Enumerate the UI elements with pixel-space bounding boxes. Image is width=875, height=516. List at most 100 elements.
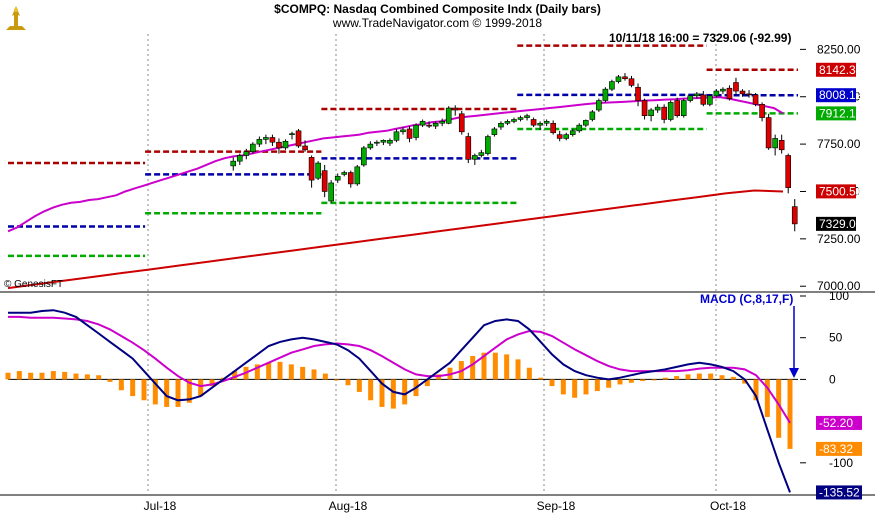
- candle-body: [556, 134, 563, 139]
- macd-histogram-bar: [198, 379, 204, 397]
- macd-histogram-bar: [141, 379, 147, 401]
- candle-body: [772, 138, 778, 149]
- macd-value-box: [816, 441, 862, 456]
- candle-body: [413, 124, 419, 138]
- candle-body: [263, 137, 269, 140]
- macd-histogram-bar: [776, 379, 782, 438]
- macd-histogram-bar: [583, 379, 589, 395]
- candle-body: [589, 111, 596, 120]
- candle-body: [785, 155, 792, 188]
- price-label: 7500.51: [819, 184, 863, 198]
- y-tick-label: 7750.00: [817, 137, 861, 151]
- macd-histogram-bar: [538, 377, 544, 380]
- copyright: www.TradeNavigator.com © 1999-2018: [332, 16, 543, 30]
- candle-body: [315, 162, 321, 179]
- candle-body: [498, 122, 504, 128]
- x-tick-label: Jul-18: [144, 499, 177, 513]
- macd-histogram-bar: [62, 371, 68, 380]
- candle-body: [419, 121, 426, 126]
- candle-body: [276, 141, 282, 149]
- candle-body: [406, 128, 413, 139]
- candle-body: [739, 90, 746, 95]
- moving-average-line: [7, 189, 784, 290]
- macd-histogram-bar: [764, 379, 770, 417]
- candle-body: [661, 106, 667, 120]
- price-readout: 10/11/18 16:00 = 7329.06 (-92.99): [609, 31, 792, 45]
- candle-body: [374, 141, 380, 144]
- candle-body: [569, 130, 576, 135]
- macd-histogram-bar: [640, 379, 646, 382]
- macd-histogram-bar: [28, 372, 34, 380]
- x-tick-label: Oct-18: [710, 499, 746, 513]
- candle-body: [478, 152, 485, 156]
- macd-histogram-bar: [186, 379, 192, 403]
- macd-histogram-bar: [492, 352, 498, 380]
- chart-title: $COMPQ: Nasdaq Combined Composite Indx (…: [274, 2, 601, 16]
- macd-histogram-bar: [5, 372, 11, 380]
- candle-body: [530, 119, 537, 126]
- candle-body: [432, 122, 439, 127]
- candle-body: [295, 130, 302, 147]
- candle-body: [465, 136, 472, 160]
- macd-y-tick-label: 0: [829, 372, 836, 386]
- macd-histogram-bar: [662, 377, 668, 380]
- candle-body: [563, 134, 570, 139]
- macd-value-box: [816, 485, 862, 500]
- macd-histogram-bar: [73, 373, 79, 380]
- candle-body: [400, 129, 406, 133]
- macd-signal-line: [8, 315, 791, 424]
- moving-average-line: [7, 96, 784, 233]
- candle-body: [680, 100, 687, 116]
- candle-body: [687, 95, 694, 101]
- macd-histogram-bar: [322, 373, 328, 380]
- candle-body: [700, 94, 707, 105]
- candle-body: [439, 121, 445, 124]
- macd-histogram-bar: [311, 369, 317, 380]
- candle-body: [543, 121, 550, 124]
- macd-histogram-bar: [96, 375, 102, 380]
- price-label: 8142.30: [819, 63, 863, 77]
- candle-body: [694, 93, 700, 97]
- candle-body: [236, 155, 243, 162]
- candle-body: [667, 102, 674, 120]
- macd-histogram-bar: [16, 371, 22, 380]
- candle-body: [269, 137, 276, 143]
- price-label-box: [816, 106, 856, 121]
- candle-body: [654, 106, 661, 111]
- macd-y-tick-label: 50: [829, 331, 843, 345]
- macd-histogram-bar: [118, 379, 124, 391]
- candle-body: [648, 109, 654, 116]
- candle-body: [615, 76, 622, 82]
- data-provider: © GenesisFT: [4, 279, 64, 290]
- candle-body: [602, 88, 609, 101]
- candle-body: [674, 100, 681, 116]
- macd-histogram-bar: [402, 379, 408, 405]
- candle-body: [393, 131, 400, 141]
- macd-histogram-bar: [232, 371, 238, 380]
- macd-histogram-bar: [209, 379, 215, 387]
- macd-histogram-bar: [356, 379, 362, 392]
- macd-y-tick-label: -100: [829, 456, 853, 470]
- candle-body: [452, 107, 459, 111]
- candle-body: [550, 122, 556, 134]
- macd-histogram-bar: [470, 356, 476, 380]
- macd-histogram-bar: [708, 373, 714, 380]
- candle-body: [491, 128, 498, 135]
- y-tick-label: 7000.00: [817, 279, 861, 293]
- macd-histogram-bar: [594, 379, 600, 392]
- candle-body: [524, 115, 530, 118]
- candle-body: [387, 140, 393, 144]
- candle-body: [622, 76, 628, 80]
- macd-histogram-bar: [606, 379, 612, 388]
- candle-body: [380, 140, 387, 143]
- macd-histogram-bar: [424, 379, 430, 387]
- macd-value-label: -135.52: [819, 485, 860, 499]
- candle-body: [707, 95, 713, 105]
- candle-body: [341, 172, 348, 175]
- macd-histogram-bar: [50, 371, 56, 380]
- macd-histogram-bar: [266, 362, 272, 380]
- candle-body: [485, 136, 491, 154]
- macd-histogram-bar: [719, 375, 725, 380]
- macd-histogram-bar: [288, 364, 294, 380]
- price-label: 7912.16: [819, 106, 863, 120]
